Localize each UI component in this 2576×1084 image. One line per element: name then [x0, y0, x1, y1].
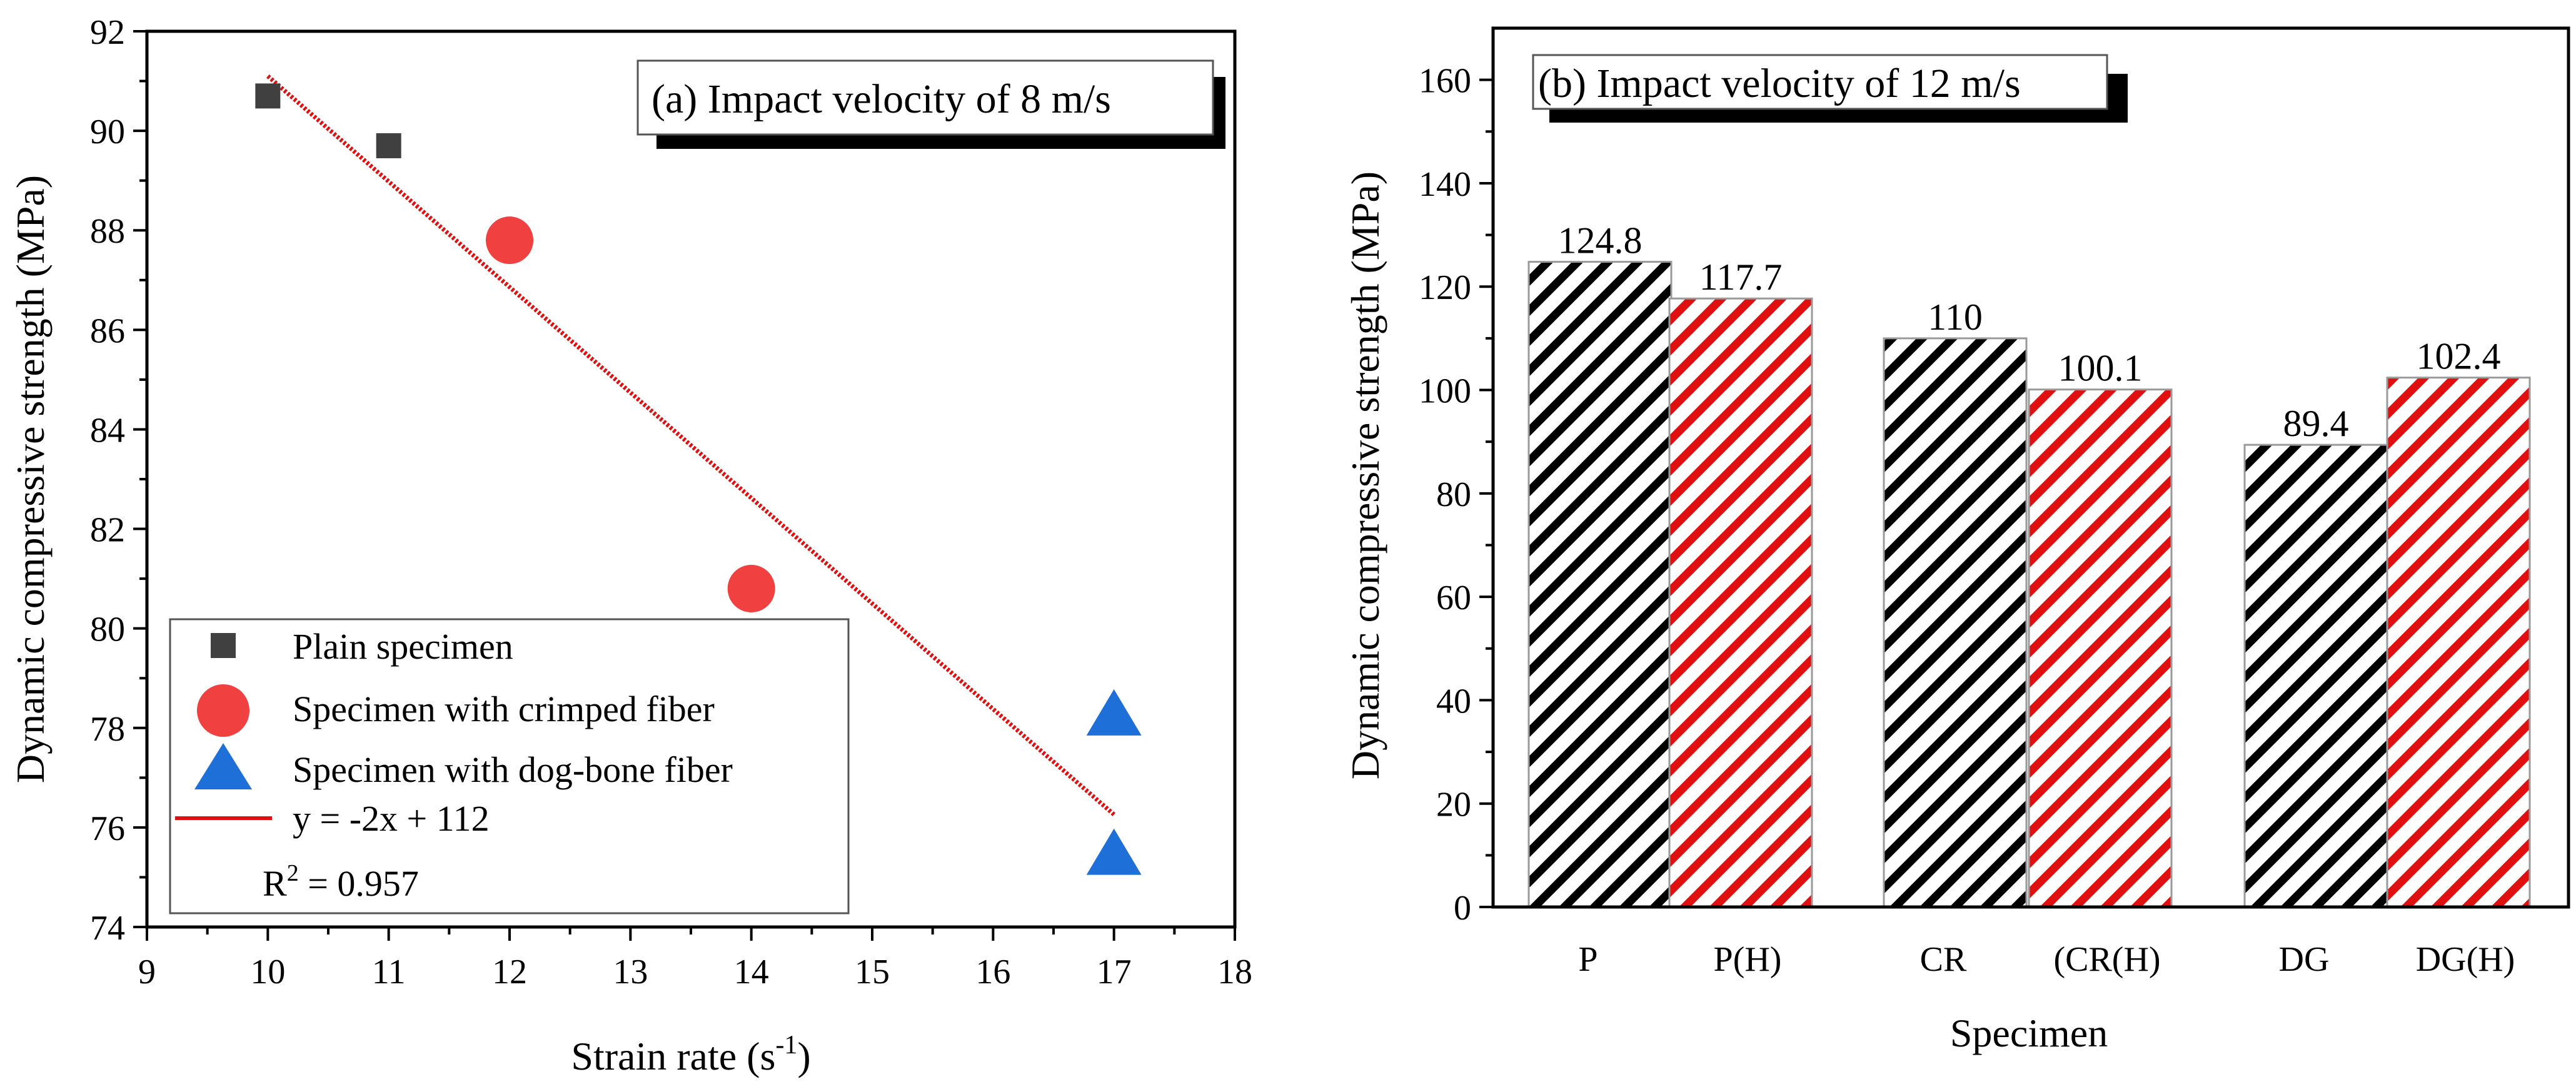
b-y-tick-label: 120	[1419, 268, 1471, 307]
b-y-tick-label: 60	[1436, 579, 1471, 617]
panel-a-fit-line	[266, 74, 1115, 816]
legend-crimped-label: Specimen with crimped fiber	[293, 689, 715, 729]
category-label: (CR(H)	[2053, 940, 2160, 979]
legend-plain-label: Plain specimen	[293, 626, 513, 667]
bar-value-label: 117.7	[1699, 256, 1783, 298]
a-y-tick-label: 76	[90, 809, 125, 848]
bar-value-label: 89.4	[2283, 403, 2349, 444]
panel-b-title: (b) Impact velocity of 12 m/s	[1538, 61, 2021, 106]
a-y-tick-label: 90	[90, 113, 125, 151]
a-y-tick-label: 80	[90, 610, 125, 649]
a-x-tick-label: 13	[613, 953, 648, 991]
legend-fit-label: y = -2x + 112	[293, 798, 490, 839]
a-y-tick-label: 78	[90, 710, 125, 749]
fit-line	[266, 74, 1115, 816]
panel-a-scatter-chart: 9 10 11 12 13 14 15 16 17 1874767880828486889092 …	[8, 13, 1252, 1078]
legend-dogbone-marker	[194, 743, 252, 789]
a-x-tick-label: 14	[734, 953, 769, 991]
panel-a-title-box	[636, 59, 1214, 136]
a-x-tick-label: 9	[138, 953, 156, 991]
panel-a-title: (a) Impact velocity of 8 m/s	[652, 76, 1111, 122]
panel-b-title-box	[1532, 54, 2108, 110]
b-y-tick-label: 140	[1419, 165, 1471, 204]
category-label: CR	[1920, 940, 1967, 979]
bar-value-label: 124.8	[1558, 220, 1643, 261]
plain-specimen-point	[255, 83, 281, 109]
a-x-tick-label: 17	[1097, 953, 1132, 991]
crimped-fiber-point	[727, 565, 775, 613]
crimped-fiber-point	[486, 216, 533, 265]
legend-plain-marker	[211, 633, 236, 658]
category-label: P	[1578, 940, 1597, 979]
a-x-tick-label: 12	[492, 953, 527, 991]
bar-value-label: 110	[1928, 296, 1983, 338]
bar-dgh	[2386, 377, 2531, 908]
a-y-tick-label: 92	[90, 13, 125, 52]
category-label: DG	[2279, 940, 2330, 979]
panel-b-axis-ticks: 0 20 40 60 80 100 120 140 160 P P(H) CR (CR(H) DG DG(H…	[1419, 62, 2515, 979]
dogbone-fiber-point	[1086, 828, 1142, 875]
b-y-tick-label: 80	[1436, 475, 1471, 514]
bar-cr	[1883, 337, 2028, 908]
panel-b-plot-frame	[1491, 26, 2570, 909]
a-x-tick-label: 18	[1217, 953, 1252, 991]
a-y-tick-label: 82	[90, 511, 125, 550]
bar-value-label: 102.4	[2417, 336, 2501, 377]
panel-b-y-axis-title: Dynamic compressive strength (MPa)	[1343, 171, 1387, 779]
a-y-tick-label: 84	[90, 411, 125, 450]
b-y-tick-label: 0	[1454, 889, 1471, 928]
a-x-tick-label: 16	[975, 953, 1010, 991]
a-x-tick-label: 15	[855, 953, 890, 991]
b-y-tick-label: 160	[1419, 62, 1471, 101]
a-y-tick-label: 88	[90, 212, 125, 251]
panel-a-x-axis-title: Strain rate (s-1)	[571, 1031, 810, 1078]
b-y-tick-label: 20	[1436, 786, 1471, 824]
plain-specimen-point	[376, 133, 401, 158]
category-label: DG(H)	[2416, 940, 2515, 979]
dogbone-fiber-point	[1086, 689, 1142, 736]
panel-b-bar-chart: 124.8 117.7 110 100.1 89.4 102.4 0 20 40 60 80 100…	[1343, 26, 2570, 1055]
bar-ph	[1668, 297, 1813, 908]
a-x-tick-label: 10	[250, 953, 285, 991]
legend-r2-label: R2 = 0.957	[263, 860, 419, 904]
category-label: P(H)	[1714, 940, 1782, 979]
bar-dg	[2243, 443, 2388, 908]
a-y-tick-label: 74	[90, 909, 125, 948]
panel-a-data-points	[255, 83, 1142, 875]
b-y-tick-label: 40	[1436, 682, 1471, 721]
bar-crh	[2028, 388, 2173, 908]
panel-b-bars: 124.8 117.7 110 100.1 89.4 102.4	[1527, 220, 2531, 908]
panel-a-axis-ticks: 9 10 11 12 13 14 15 16 17 18 74 76 78 80 82 84 86 88 90 92	[90, 13, 1252, 991]
a-x-tick-label: 11	[372, 953, 406, 991]
b-y-tick-label: 100	[1419, 372, 1471, 411]
panel-b-x-axis-title: Specimen	[1950, 1011, 2108, 1055]
legend-dogbone-label: Specimen with dog-bone fiber	[293, 749, 733, 790]
legend-crimped-marker	[197, 684, 249, 737]
panel-a-legend-box	[169, 618, 850, 914]
bar-p	[1527, 261, 1673, 908]
bar-value-label: 100.1	[2058, 348, 2143, 389]
panel-a-y-axis-title: Dynamic compressive strength (MPa)	[8, 175, 53, 783]
a-y-tick-label: 86	[90, 312, 125, 350]
